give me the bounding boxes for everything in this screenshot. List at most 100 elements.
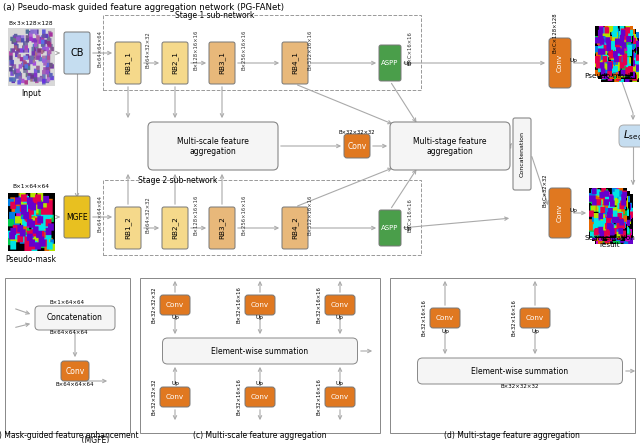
FancyBboxPatch shape: [549, 38, 571, 88]
Text: B×32×16×16: B×32×16×16: [422, 299, 426, 336]
Bar: [5, 278, 130, 433]
Text: CB: CB: [70, 48, 84, 58]
Text: Up: Up: [336, 381, 344, 385]
FancyBboxPatch shape: [35, 306, 115, 330]
Text: B×32×32×32: B×32×32×32: [500, 384, 540, 389]
Text: Multi-stage feature: Multi-stage feature: [413, 136, 487, 145]
Text: B×32×16×16: B×32×16×16: [511, 299, 516, 336]
Text: (b) Mask-guided feature enhancement: (b) Mask-guided feature enhancement: [0, 431, 139, 439]
Text: RB1_2: RB1_2: [125, 217, 131, 239]
FancyBboxPatch shape: [619, 125, 640, 147]
Text: MGFE: MGFE: [66, 213, 88, 222]
Text: Conv: Conv: [557, 204, 563, 222]
Text: B×256×16×16: B×256×16×16: [241, 30, 246, 70]
Text: B×C×128×128: B×C×128×128: [552, 13, 557, 53]
Text: B×128×16×16: B×128×16×16: [193, 30, 198, 70]
Text: B×32×16×16: B×32×16×16: [317, 379, 321, 416]
Text: Conv: Conv: [65, 366, 84, 376]
Bar: [390, 278, 635, 433]
Text: Up: Up: [570, 207, 578, 213]
Text: B×32×16×16: B×32×16×16: [237, 287, 241, 323]
FancyBboxPatch shape: [282, 42, 308, 84]
Text: Conv: Conv: [251, 302, 269, 308]
Text: B×64×32×32: B×64×32×32: [145, 197, 150, 233]
Text: Up: Up: [404, 61, 412, 66]
Text: (c) Multi-scale feature aggregation: (c) Multi-scale feature aggregation: [193, 431, 327, 439]
Text: Conv: Conv: [557, 54, 563, 72]
Text: B×64×64×64: B×64×64×64: [97, 194, 102, 232]
FancyBboxPatch shape: [64, 32, 90, 74]
Text: Conv: Conv: [331, 394, 349, 400]
FancyBboxPatch shape: [163, 338, 358, 364]
Text: RB3_2: RB3_2: [219, 217, 225, 239]
Text: B×3×128×128: B×3×128×128: [9, 20, 53, 26]
Text: Conv: Conv: [166, 394, 184, 400]
FancyBboxPatch shape: [245, 295, 275, 315]
FancyBboxPatch shape: [417, 358, 623, 384]
Text: Element-wise summation: Element-wise summation: [472, 366, 568, 376]
FancyBboxPatch shape: [64, 196, 90, 238]
Text: RB4_2: RB4_2: [292, 217, 298, 239]
Text: B×128×16×16: B×128×16×16: [193, 195, 198, 235]
Text: B×64×32×32: B×64×32×32: [145, 31, 150, 68]
Text: Up: Up: [336, 315, 344, 320]
Text: Input: Input: [21, 89, 41, 97]
Text: (d) Multi-stage feature aggregation: (d) Multi-stage feature aggregation: [444, 431, 580, 439]
Text: ASPP: ASPP: [381, 225, 399, 231]
FancyBboxPatch shape: [245, 387, 275, 407]
Text: Conv: Conv: [436, 315, 454, 321]
FancyBboxPatch shape: [325, 387, 355, 407]
Text: B×1×64×64: B×1×64×64: [50, 300, 85, 306]
Text: aggregation: aggregation: [189, 147, 236, 155]
Text: $L_{\rm seg}$: $L_{\rm seg}$: [623, 129, 640, 143]
Text: Up: Up: [441, 329, 449, 334]
FancyBboxPatch shape: [325, 295, 355, 315]
Text: B×32×16×16: B×32×16×16: [237, 379, 241, 416]
FancyBboxPatch shape: [520, 308, 550, 328]
FancyBboxPatch shape: [209, 207, 235, 249]
Text: B×1×64×64: B×1×64×64: [13, 183, 49, 189]
FancyBboxPatch shape: [162, 42, 188, 84]
Text: Concatenation: Concatenation: [47, 314, 103, 323]
Text: B×32×32×32: B×32×32×32: [339, 129, 375, 135]
Text: result: result: [600, 242, 620, 248]
Text: B×32×32×32: B×32×32×32: [152, 379, 157, 416]
Text: B×64×64×64: B×64×64×64: [56, 382, 94, 388]
Text: B×32×32×32: B×32×32×32: [152, 287, 157, 323]
Text: Up: Up: [256, 381, 264, 385]
FancyBboxPatch shape: [61, 361, 89, 381]
Text: Up: Up: [171, 315, 179, 320]
Text: B×C×32×32: B×C×32×32: [543, 173, 547, 207]
Text: Up: Up: [256, 315, 264, 320]
FancyBboxPatch shape: [379, 45, 401, 81]
Text: Conv: Conv: [348, 141, 367, 151]
FancyBboxPatch shape: [549, 188, 571, 238]
FancyBboxPatch shape: [430, 308, 460, 328]
Text: B×64×64×64: B×64×64×64: [50, 330, 88, 335]
Text: B×512×16×16: B×512×16×16: [307, 195, 312, 235]
Text: B×C×16×16: B×C×16×16: [408, 31, 413, 65]
FancyBboxPatch shape: [282, 207, 308, 249]
Text: B×C×16×16: B×C×16×16: [408, 198, 413, 232]
Text: Up: Up: [171, 381, 179, 385]
FancyBboxPatch shape: [379, 210, 401, 246]
Text: (a) Pseudo-mask guided feature aggregation network (PG-FANet): (a) Pseudo-mask guided feature aggregati…: [3, 3, 284, 12]
Text: ASPP: ASPP: [381, 60, 399, 66]
FancyBboxPatch shape: [160, 295, 190, 315]
FancyBboxPatch shape: [344, 134, 370, 158]
Text: Up: Up: [404, 225, 412, 230]
Text: Up: Up: [570, 58, 578, 62]
Text: B×256×16×16: B×256×16×16: [241, 195, 246, 235]
Text: Concatenation: Concatenation: [520, 131, 525, 177]
FancyBboxPatch shape: [209, 42, 235, 84]
FancyBboxPatch shape: [115, 42, 141, 84]
Text: Element-wise summation: Element-wise summation: [211, 346, 308, 355]
Text: RB3_1: RB3_1: [219, 51, 225, 74]
Text: RB2_2: RB2_2: [172, 217, 179, 239]
Text: RB1_1: RB1_1: [125, 51, 131, 74]
Text: Stage 1 sub-network: Stage 1 sub-network: [175, 11, 254, 19]
Text: B×512×16×16: B×512×16×16: [307, 30, 312, 70]
Bar: [103, 180, 421, 255]
Text: Pseudo-mask: Pseudo-mask: [584, 73, 632, 79]
Text: Pseudo-mask: Pseudo-mask: [6, 254, 56, 264]
